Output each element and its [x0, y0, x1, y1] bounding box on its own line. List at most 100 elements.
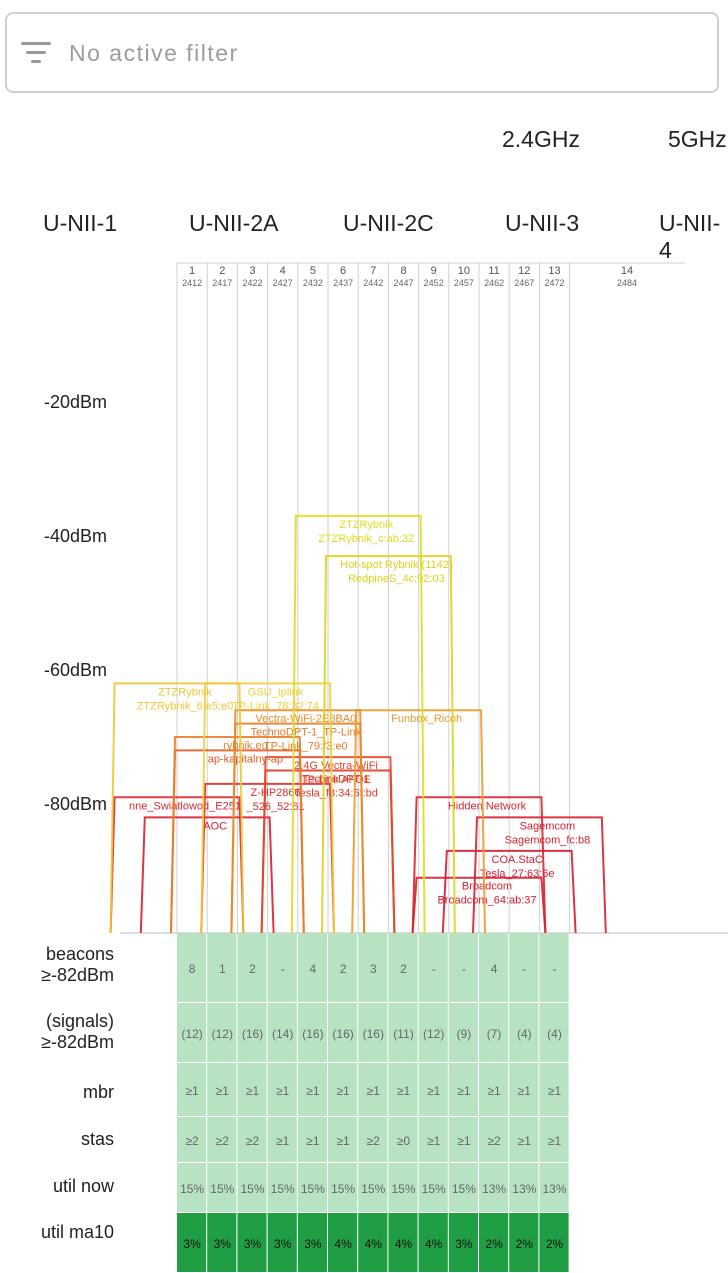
- stats-cell-value: 2: [400, 962, 407, 976]
- stats-cell: [358, 1003, 388, 1062]
- network-ssid-label: ap-kapitalny-ap: [208, 753, 283, 765]
- stats-cell-value: 13%: [512, 1182, 536, 1196]
- stats-cell: [267, 1163, 297, 1212]
- stats-cell-value: ≥2: [487, 1134, 501, 1148]
- stats-cell: [207, 933, 237, 1002]
- stats-cell: [448, 933, 478, 1002]
- channel-frequency-label: 2462: [484, 278, 504, 288]
- network-ssid-label: TechnoDPT-1_TP-Link: [250, 727, 361, 739]
- stats-cell: [388, 933, 418, 1002]
- stats-cell: [237, 1117, 267, 1162]
- channel-frequency-label: 2442: [363, 278, 383, 288]
- filter-placeholder: No active filter: [69, 40, 239, 66]
- stats-cell: [267, 1117, 297, 1162]
- filter-bar[interactable]: No active filter: [5, 12, 719, 93]
- channel-frequency-label: 2452: [424, 278, 444, 288]
- stats-cell-value: 15%: [240, 1182, 264, 1196]
- stats-cell-value: 2%: [485, 1237, 503, 1251]
- stats-cell: [418, 1163, 448, 1212]
- band-label-unii3[interactable]: U-NII-3: [505, 210, 580, 236]
- network-ssid-label: ZTZRybnik: [158, 686, 212, 698]
- band-label-5ghz[interactable]: 5GHz: [668, 126, 727, 152]
- network-bssid-label: _526_52:61: [246, 801, 305, 813]
- stats-cell: [418, 1117, 448, 1162]
- network-signal-trace: [230, 709, 366, 934]
- stats-cell-value: (16): [332, 1027, 353, 1041]
- stats-cell-value: 3%: [183, 1237, 201, 1251]
- stats-cell: [479, 1063, 509, 1116]
- row-label-beacons: beacons ≥-82dBm: [41, 944, 114, 985]
- y-label-60: -60dBm: [44, 660, 108, 680]
- stats-cell: [177, 1063, 207, 1116]
- stats-cell: [388, 1003, 418, 1062]
- stats-cell-value: ≥1: [457, 1084, 471, 1098]
- stats-cell-value: ≥1: [276, 1084, 290, 1098]
- network-ssid-label: Vectra-WiFi-2E8BA0: [255, 713, 356, 725]
- stats-cell-value: 1: [219, 962, 226, 976]
- stats-cell-value: 15%: [301, 1182, 325, 1196]
- band-label-2.4ghz[interactable]: 2.4GHz: [502, 126, 580, 152]
- stats-cell: [539, 933, 569, 1002]
- channel-number-label: 7: [370, 265, 376, 277]
- network-ssid-label: Broadcom: [462, 881, 512, 893]
- band-label-unii4[interactable]: U-NII-4: [659, 210, 721, 263]
- filter-list-icon[interactable]: [21, 42, 55, 66]
- network-signal-trace: [321, 555, 456, 934]
- stats-cell: [388, 1063, 418, 1116]
- stats-cell: [448, 1063, 478, 1116]
- stats-cell: [509, 933, 539, 1002]
- stats-cell: [539, 1163, 569, 1212]
- stats-cell: [177, 1163, 207, 1212]
- stats-cell: [418, 1063, 448, 1116]
- stats-cell-value: (12): [423, 1027, 444, 1041]
- stats-cell-value: 4: [310, 962, 317, 976]
- stats-cell-value: ≥1: [548, 1134, 562, 1148]
- stats-cell: [207, 1117, 237, 1162]
- stats-cell: [177, 1117, 207, 1162]
- stats-cell-value: (16): [302, 1027, 323, 1041]
- channel-frequency-label: 2484: [617, 278, 637, 288]
- band-label-unii2c[interactable]: U-NII-2C: [343, 210, 434, 236]
- band-label-unii2a[interactable]: U-NII-2A: [189, 210, 279, 236]
- stats-cell: [297, 1163, 327, 1212]
- network-signal-trace: [351, 709, 486, 934]
- stats-cell: [297, 1117, 327, 1162]
- stats-cell-value: 3%: [244, 1237, 262, 1251]
- network-signal-trace: [411, 876, 547, 934]
- stats-cell: [177, 1003, 207, 1062]
- stats-cell-value: ≥2: [246, 1134, 260, 1148]
- channel-number-label: 12: [518, 265, 530, 277]
- stats-cell: [358, 1117, 388, 1162]
- network-bssid-label: ZTZRybnik_6:e5:e0: [137, 700, 234, 712]
- stats-cell-value: ≥1: [397, 1084, 411, 1098]
- channel-number-label: 13: [548, 265, 560, 277]
- stats-cell-value: ≥1: [306, 1134, 320, 1148]
- stats-cell-value: -: [432, 962, 436, 976]
- network-bssid-label: Tesla_27:63:6e: [480, 868, 555, 880]
- stats-cell-value: ≥2: [185, 1134, 199, 1148]
- channel-frequency-label: 2432: [303, 278, 323, 288]
- stats-cell-value: -: [553, 962, 557, 976]
- stats-cell-value: 4%: [425, 1237, 443, 1251]
- channel-frequency-label: 2437: [333, 278, 353, 288]
- channel-frequency-label: 2412: [182, 278, 202, 288]
- stats-cell-value: 15%: [391, 1182, 415, 1196]
- stats-cell-value: (4): [547, 1027, 562, 1041]
- stats-cell: [207, 1213, 237, 1272]
- stats-cell-value: ≥1: [427, 1134, 441, 1148]
- stats-cell-value: 15%: [422, 1182, 446, 1196]
- stats-cell-value: 15%: [452, 1182, 476, 1196]
- stats-cell-value: 4%: [334, 1237, 352, 1251]
- stats-cell-value: (12): [181, 1027, 202, 1041]
- stats-cell: [539, 1117, 569, 1162]
- stats-cell: [418, 1213, 448, 1272]
- network-ssid-label: Hot-spot Rybnik (1142): [340, 559, 452, 571]
- stats-cell-value: ≥1: [216, 1084, 230, 1098]
- stats-cell: [207, 1163, 237, 1212]
- network-signal-trace: [260, 756, 396, 934]
- stats-cell-value: 13%: [482, 1182, 506, 1196]
- stats-cell: [539, 1063, 569, 1116]
- channel-number-label: 1: [189, 265, 195, 277]
- band-label-unii1[interactable]: U-NII-1: [43, 210, 118, 236]
